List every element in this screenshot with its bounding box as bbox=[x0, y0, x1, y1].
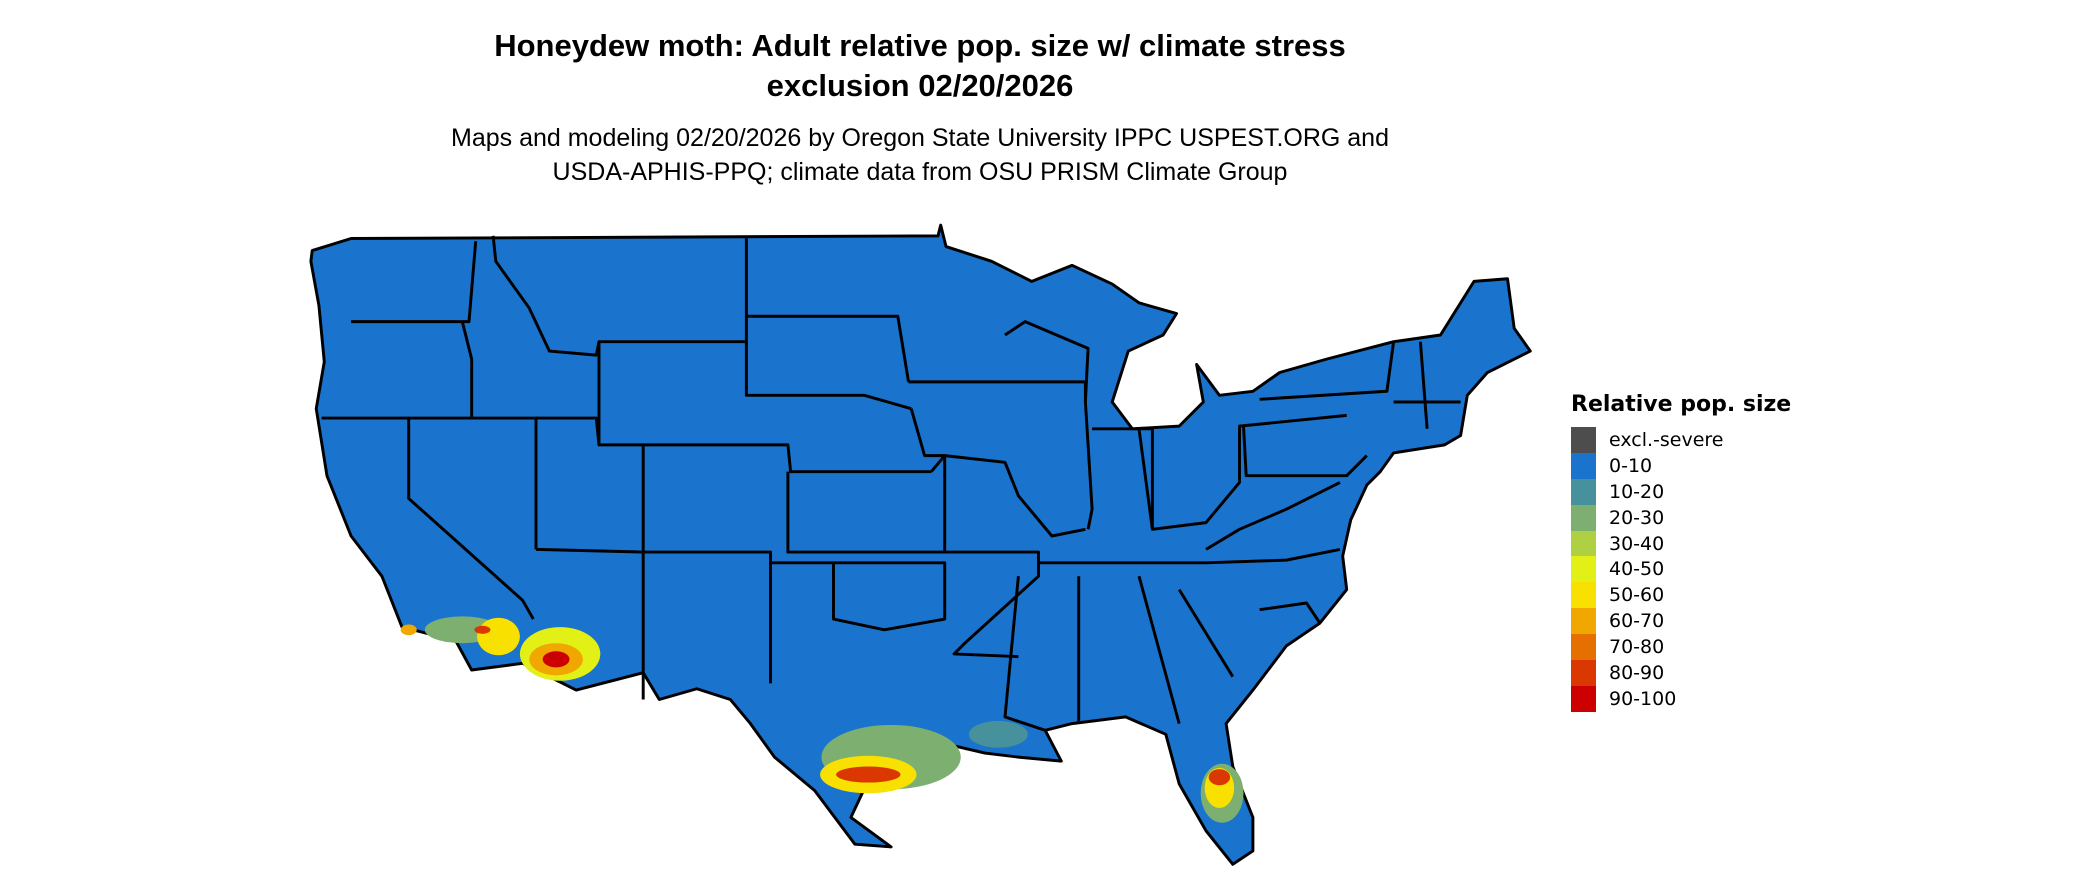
legend-label: 0-10 bbox=[1609, 454, 1653, 477]
subtitle-line-2: USDA-APHIS-PPQ; climate data from OSU PR… bbox=[552, 158, 1288, 186]
legend-label: excl.-severe bbox=[1609, 428, 1724, 451]
legend-item: 50-60 bbox=[1571, 582, 1791, 609]
legend-item: 20-30 bbox=[1571, 504, 1791, 531]
legend: Relative pop. size excl.-severe 0-10 10-20… bbox=[1571, 392, 1791, 712]
legend-label: 10-20 bbox=[1609, 480, 1665, 503]
legend-item: 90-100 bbox=[1571, 685, 1791, 712]
hotspot-south-texas bbox=[820, 720, 1028, 794]
legend-item: excl.-severe bbox=[1571, 427, 1791, 453]
legend-swatch bbox=[1571, 556, 1596, 583]
legend-label: 50-60 bbox=[1609, 584, 1665, 607]
legend-item: 30-40 bbox=[1571, 530, 1791, 557]
hotspot-arizona bbox=[519, 627, 601, 681]
legend-label: 70-80 bbox=[1609, 636, 1665, 659]
legend-label: 30-40 bbox=[1609, 532, 1665, 555]
legend-swatch bbox=[1571, 582, 1596, 609]
legend-item: 60-70 bbox=[1571, 608, 1791, 635]
map-title-line-2: exclusion 02/20/2026 bbox=[766, 68, 1074, 103]
legend-title: Relative pop. size bbox=[1571, 392, 1792, 417]
legend-label: 60-70 bbox=[1609, 610, 1665, 633]
legend-swatch bbox=[1571, 634, 1596, 661]
legend-item: 80-90 bbox=[1571, 660, 1791, 686]
legend-label: 80-90 bbox=[1609, 661, 1665, 684]
subtitle-line-1: Maps and modeling 02/20/2026 by Oregon S… bbox=[451, 124, 1389, 152]
legend-label: 20-30 bbox=[1609, 506, 1665, 529]
hotspot-southern-california bbox=[400, 616, 520, 656]
legend-swatch bbox=[1571, 660, 1596, 686]
hotspot-florida bbox=[1200, 763, 1244, 823]
legend-swatch bbox=[1571, 452, 1596, 479]
legend-item: 10-20 bbox=[1571, 478, 1791, 505]
legend-item: 0-10 bbox=[1571, 452, 1791, 479]
legend-swatch bbox=[1571, 685, 1596, 712]
legend-swatch bbox=[1571, 608, 1596, 635]
legend-swatch bbox=[1571, 427, 1596, 453]
legend-swatch bbox=[1571, 478, 1596, 505]
state-borders bbox=[321, 235, 1461, 732]
map-title-line-1: Honeydew moth: Adult relative pop. size … bbox=[494, 28, 1346, 63]
us-outline bbox=[309, 223, 1532, 866]
legend-swatch bbox=[1571, 504, 1596, 531]
legend-item: 40-50 bbox=[1571, 556, 1791, 583]
legend-swatch bbox=[1571, 530, 1596, 557]
legend-item: 70-80 bbox=[1571, 634, 1791, 661]
legend-label: 40-50 bbox=[1609, 558, 1665, 581]
legend-label: 90-100 bbox=[1609, 687, 1677, 710]
